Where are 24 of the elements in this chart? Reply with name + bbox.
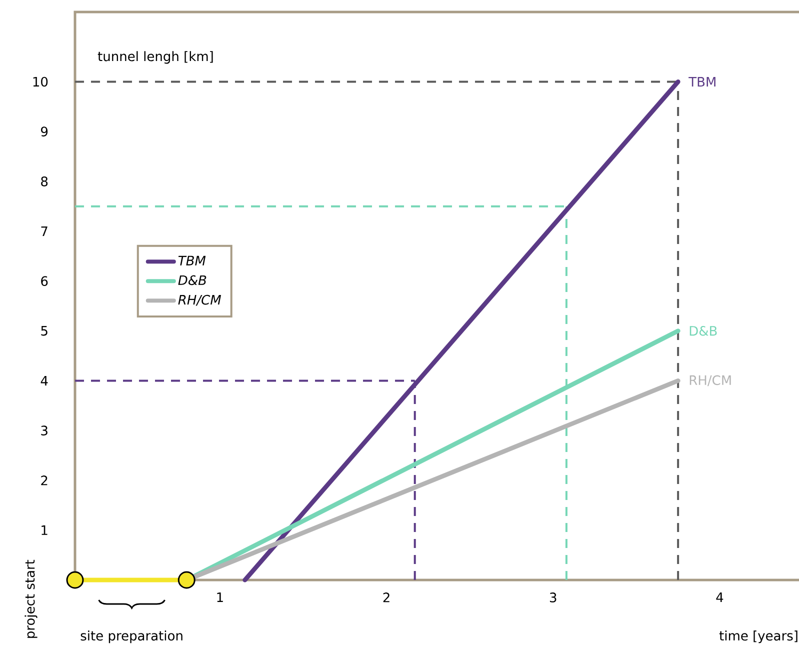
annotation: project start — [24, 560, 38, 638]
x-tick-label: 4 — [716, 592, 724, 602]
legend-label: TBM — [178, 256, 206, 266]
y-tick-label: 6 — [41, 276, 48, 286]
y-axis-title: tunnel lengh [km] — [98, 51, 213, 64]
y-tick-label: 1 — [42, 525, 48, 535]
y-tick-label: 10 — [33, 76, 48, 87]
legend-label: RH/CM — [178, 294, 222, 306]
y-tick-label: 4 — [40, 376, 48, 386]
y-tick-label: 8 — [41, 176, 48, 186]
text: site preparation — [80, 630, 182, 644]
text: TBM — [688, 77, 716, 86]
y-tick-label: 2 — [41, 476, 48, 486]
legend-label: D&B — [178, 275, 206, 286]
x-axis-title: time [years] — [719, 630, 798, 644]
x-tick-label: 3 — [550, 592, 556, 602]
y-tick-label: 5 — [41, 326, 48, 336]
y-tick-label: 7 — [41, 226, 48, 236]
y-tick-label: 9 — [41, 126, 48, 136]
y-tick-label: 3 — [41, 426, 48, 436]
x-tick-label: 2 — [383, 592, 390, 602]
x-tick-label: 1 — [217, 592, 223, 602]
text: D&B — [690, 326, 717, 336]
text: RH/CM — [690, 375, 731, 386]
